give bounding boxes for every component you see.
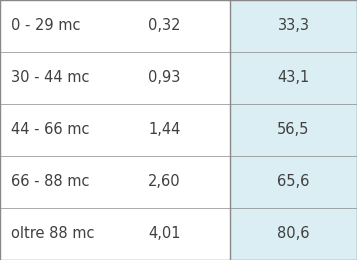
Text: 33,3: 33,3: [277, 18, 310, 34]
Text: 4,01: 4,01: [148, 226, 181, 242]
Text: 1,44: 1,44: [148, 122, 180, 138]
Bar: [230, 0, 357, 260]
Text: 30 - 44 mc: 30 - 44 mc: [11, 70, 89, 86]
Text: 66 - 88 mc: 66 - 88 mc: [11, 174, 89, 190]
Text: 44 - 66 mc: 44 - 66 mc: [11, 122, 89, 138]
Text: 0,32: 0,32: [148, 18, 181, 34]
Text: 2,60: 2,60: [148, 174, 181, 190]
Text: 80,6: 80,6: [277, 226, 310, 242]
Text: 43,1: 43,1: [277, 70, 310, 86]
Text: 65,6: 65,6: [277, 174, 310, 190]
Text: 0 - 29 mc: 0 - 29 mc: [11, 18, 80, 34]
Text: 56,5: 56,5: [277, 122, 310, 138]
Text: 0,93: 0,93: [148, 70, 180, 86]
Text: oltre 88 mc: oltre 88 mc: [11, 226, 94, 242]
